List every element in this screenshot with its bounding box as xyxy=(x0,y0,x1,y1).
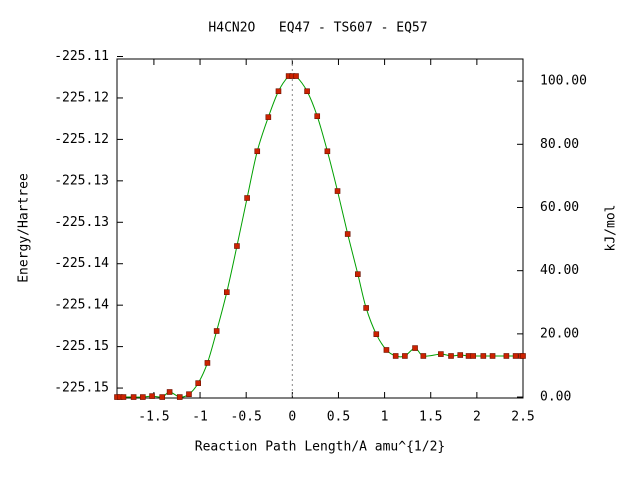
point xyxy=(363,305,369,311)
point xyxy=(304,88,310,95)
x-axis-label: Reaction Path Length/A amu^{1/2} xyxy=(195,440,445,455)
y-tick-label: -225.11 xyxy=(54,49,109,64)
point xyxy=(324,148,331,155)
point xyxy=(344,231,351,237)
point xyxy=(244,195,250,201)
point xyxy=(489,353,496,359)
point xyxy=(186,391,192,398)
y-tick-label: -225.12 xyxy=(54,90,109,105)
point xyxy=(503,353,510,359)
point xyxy=(392,353,399,359)
point xyxy=(520,353,526,359)
x-tick-label: 2.5 xyxy=(511,410,534,425)
point xyxy=(254,148,261,155)
point xyxy=(438,351,444,357)
y2-tick-label: 0.00 xyxy=(540,390,571,405)
x-tick-label: 1.5 xyxy=(419,410,442,425)
point xyxy=(457,352,464,358)
y-tick-label: -225.15 xyxy=(54,381,109,396)
point xyxy=(213,328,220,334)
x-tick-label: 0 xyxy=(288,410,296,425)
point xyxy=(402,353,408,359)
y2-tick-label: 100.00 xyxy=(540,74,587,89)
point xyxy=(412,345,418,351)
x-tick-label: -0.5 xyxy=(231,410,262,425)
point xyxy=(470,353,476,359)
point xyxy=(195,380,201,386)
y-tick-label: -225.14 xyxy=(54,256,109,271)
x-tick-label: 2 xyxy=(473,410,481,425)
point xyxy=(334,188,341,194)
point xyxy=(275,88,282,95)
y2-tick-label: 80.00 xyxy=(540,137,579,152)
point xyxy=(314,113,321,119)
point xyxy=(480,353,487,359)
y-tick-label: -225.13 xyxy=(54,215,109,230)
point xyxy=(166,389,173,395)
point xyxy=(448,353,454,359)
point xyxy=(140,394,146,400)
y2-tick-label: 40.00 xyxy=(540,263,579,278)
y-axis-label: Energy/Hartree xyxy=(17,173,32,283)
chart-title: H4CN2O EQ47 - TS607 - EQ57 xyxy=(208,21,427,36)
point xyxy=(420,353,427,359)
y-tick-label: -225.15 xyxy=(54,339,109,354)
point xyxy=(149,393,155,399)
y-tick-label: -225.13 xyxy=(54,173,109,188)
point xyxy=(512,353,519,359)
x-tick-label: 0.5 xyxy=(327,410,350,425)
point xyxy=(355,271,361,277)
point xyxy=(293,73,299,79)
y-tick-label: -225.14 xyxy=(54,298,109,313)
point xyxy=(383,347,390,353)
point xyxy=(224,289,230,295)
point xyxy=(159,394,166,400)
point xyxy=(265,114,272,120)
x-tick-label: -1.5 xyxy=(138,410,169,425)
point xyxy=(373,331,380,337)
y2-tick-label: 60.00 xyxy=(540,200,579,215)
plot-frame xyxy=(116,58,524,399)
point xyxy=(234,243,240,249)
point xyxy=(130,394,137,400)
y-tick-label: -225.12 xyxy=(54,132,109,147)
x-tick-label: -1 xyxy=(192,410,208,425)
x-tick-label: 1 xyxy=(381,410,389,425)
point xyxy=(176,394,183,400)
y2-axis-label: kJ/mol xyxy=(604,205,619,252)
line xyxy=(116,74,523,398)
point xyxy=(120,394,127,400)
y2-tick-label: 20.00 xyxy=(540,326,579,341)
point xyxy=(204,360,211,366)
point xyxy=(465,353,472,359)
